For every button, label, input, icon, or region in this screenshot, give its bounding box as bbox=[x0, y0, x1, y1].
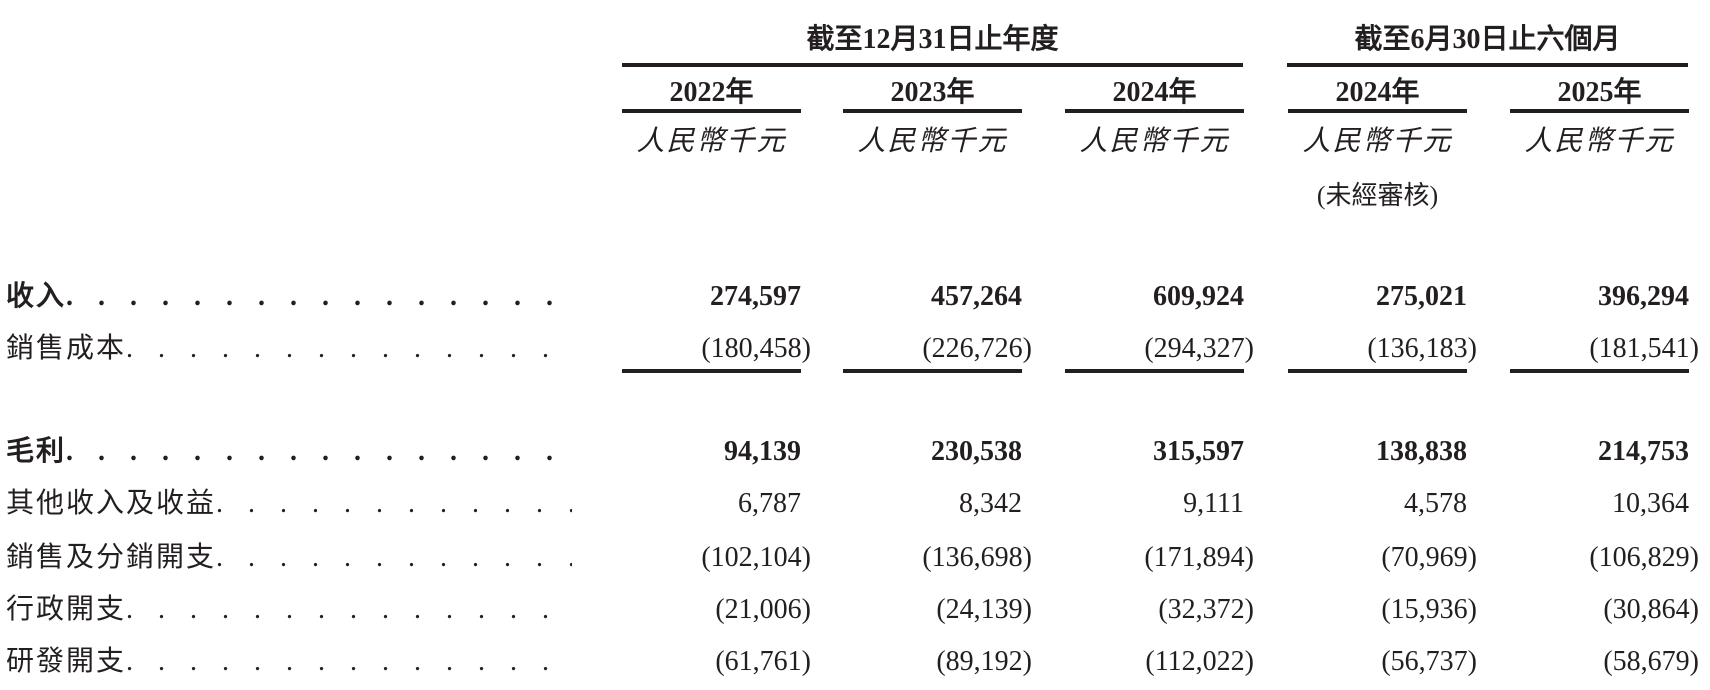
cell-value: (102,104) bbox=[701, 542, 811, 573]
column-unit: 人民幣千元 bbox=[636, 126, 787, 157]
cell-value: 230,538 bbox=[931, 436, 1022, 467]
dot-leader: . . . . . . . . . . . . . . . . . . . . … bbox=[216, 488, 572, 519]
cell-value: (61,761) bbox=[715, 646, 811, 677]
subtotal-rule bbox=[1065, 369, 1244, 373]
cell-value: 138,838 bbox=[1376, 436, 1467, 467]
subtotal-rule bbox=[622, 369, 801, 373]
dot-leader: . . . . . . . . . . . . . . . . . . . . … bbox=[126, 646, 572, 677]
cell-value: 457,264 bbox=[931, 281, 1022, 312]
cell-value: (112,022) bbox=[1145, 646, 1254, 677]
row-label: 研發開支. . . . . . . . . . . . . . . . . . … bbox=[6, 646, 572, 678]
cell-value: 396,294 bbox=[1598, 281, 1689, 312]
column-unit: 人民幣千元 bbox=[857, 126, 1008, 157]
cell-value: (180,458) bbox=[701, 333, 811, 364]
row-label-text: 研發開支 bbox=[6, 646, 127, 677]
cell-value: 94,139 bbox=[724, 436, 801, 467]
cell-value: (15,936) bbox=[1381, 594, 1477, 625]
cell-value: 10,364 bbox=[1612, 488, 1689, 519]
year-rule bbox=[1288, 109, 1467, 113]
dot-leader: . . . . . . . . . . . . . . . . . . . . … bbox=[126, 594, 572, 625]
row-label: 銷售及分銷開支. . . . . . . . . . . . . . . . .… bbox=[6, 542, 572, 574]
cell-value: 9,111 bbox=[1183, 488, 1244, 519]
cell-value: (171,894) bbox=[1144, 542, 1254, 573]
cell-value: 274,597 bbox=[710, 281, 801, 312]
row-label-text: 其他收入及收益 bbox=[6, 488, 217, 519]
row-label-text: 銷售及分銷開支 bbox=[6, 542, 217, 573]
year-rule bbox=[622, 109, 801, 113]
column-year: 2025年 bbox=[1557, 77, 1642, 108]
cell-value: (32,372) bbox=[1158, 594, 1254, 625]
column-year: 2024年 bbox=[1335, 77, 1420, 108]
cell-value: 6,787 bbox=[738, 488, 801, 519]
cell-value: (136,698) bbox=[922, 542, 1032, 573]
cell-value: (70,969) bbox=[1381, 542, 1477, 573]
cell-value: (106,829) bbox=[1589, 542, 1699, 573]
row-label-text: 收入 bbox=[6, 281, 67, 312]
row-label-text: 行政開支 bbox=[6, 594, 127, 625]
row-label: 其他收入及收益. . . . . . . . . . . . . . . . .… bbox=[6, 488, 572, 520]
year-rule bbox=[1065, 109, 1244, 113]
column-unit: 人民幣千元 bbox=[1524, 126, 1675, 157]
cell-value: (24,139) bbox=[936, 594, 1032, 625]
cell-value: 315,597 bbox=[1153, 436, 1244, 467]
cell-value: (56,737) bbox=[1381, 646, 1477, 677]
year-rule bbox=[843, 109, 1022, 113]
row-label: 毛利. . . . . . . . . . . . . . . . . . . … bbox=[6, 436, 572, 468]
cell-value: 214,753 bbox=[1598, 436, 1689, 467]
cell-value: 8,342 bbox=[959, 488, 1022, 519]
cell-value: (136,183) bbox=[1367, 333, 1477, 364]
cell-value: (294,327) bbox=[1144, 333, 1254, 364]
group-header-full-year: 截至12月31日止年度 bbox=[806, 24, 1059, 55]
group-header-six-months: 截至6月30日止六個月 bbox=[1354, 24, 1621, 55]
column-unit: 人民幣千元 bbox=[1302, 126, 1453, 157]
group-rule bbox=[622, 63, 1243, 67]
column-year: 2022年 bbox=[669, 77, 754, 108]
dot-leader: . . . . . . . . . . . . . . . . . . . . … bbox=[66, 436, 572, 467]
cell-value: (58,679) bbox=[1603, 646, 1699, 677]
subtotal-rule bbox=[1510, 369, 1689, 373]
row-label-text: 毛利 bbox=[6, 436, 67, 467]
dot-leader: . . . . . . . . . . . . . . . . . . . . … bbox=[66, 281, 572, 312]
year-rule bbox=[1510, 109, 1689, 113]
cell-value: (30,864) bbox=[1603, 594, 1699, 625]
cell-value: 275,021 bbox=[1376, 281, 1467, 312]
cell-value: (226,726) bbox=[922, 333, 1032, 364]
column-year: 2023年 bbox=[890, 77, 975, 108]
column-note: (未經審核) bbox=[1316, 181, 1439, 210]
dot-leader: . . . . . . . . . . . . . . . . . . . . … bbox=[126, 333, 572, 364]
row-label: 收入. . . . . . . . . . . . . . . . . . . … bbox=[6, 281, 572, 313]
column-unit: 人民幣千元 bbox=[1079, 126, 1230, 157]
subtotal-rule bbox=[843, 369, 1022, 373]
cell-value: (89,192) bbox=[936, 646, 1032, 677]
cell-value: (21,006) bbox=[715, 594, 811, 625]
row-label: 銷售成本. . . . . . . . . . . . . . . . . . … bbox=[6, 333, 572, 365]
row-label: 行政開支. . . . . . . . . . . . . . . . . . … bbox=[6, 594, 572, 626]
cell-value: 609,924 bbox=[1153, 281, 1244, 312]
group-rule bbox=[1287, 63, 1688, 67]
column-year: 2024年 bbox=[1112, 77, 1197, 108]
row-label-text: 銷售成本 bbox=[6, 333, 127, 364]
cell-value: (181,541) bbox=[1589, 333, 1699, 364]
cell-value: 4,578 bbox=[1404, 488, 1467, 519]
dot-leader: . . . . . . . . . . . . . . . . . . . . … bbox=[216, 542, 572, 573]
subtotal-rule bbox=[1288, 369, 1467, 373]
